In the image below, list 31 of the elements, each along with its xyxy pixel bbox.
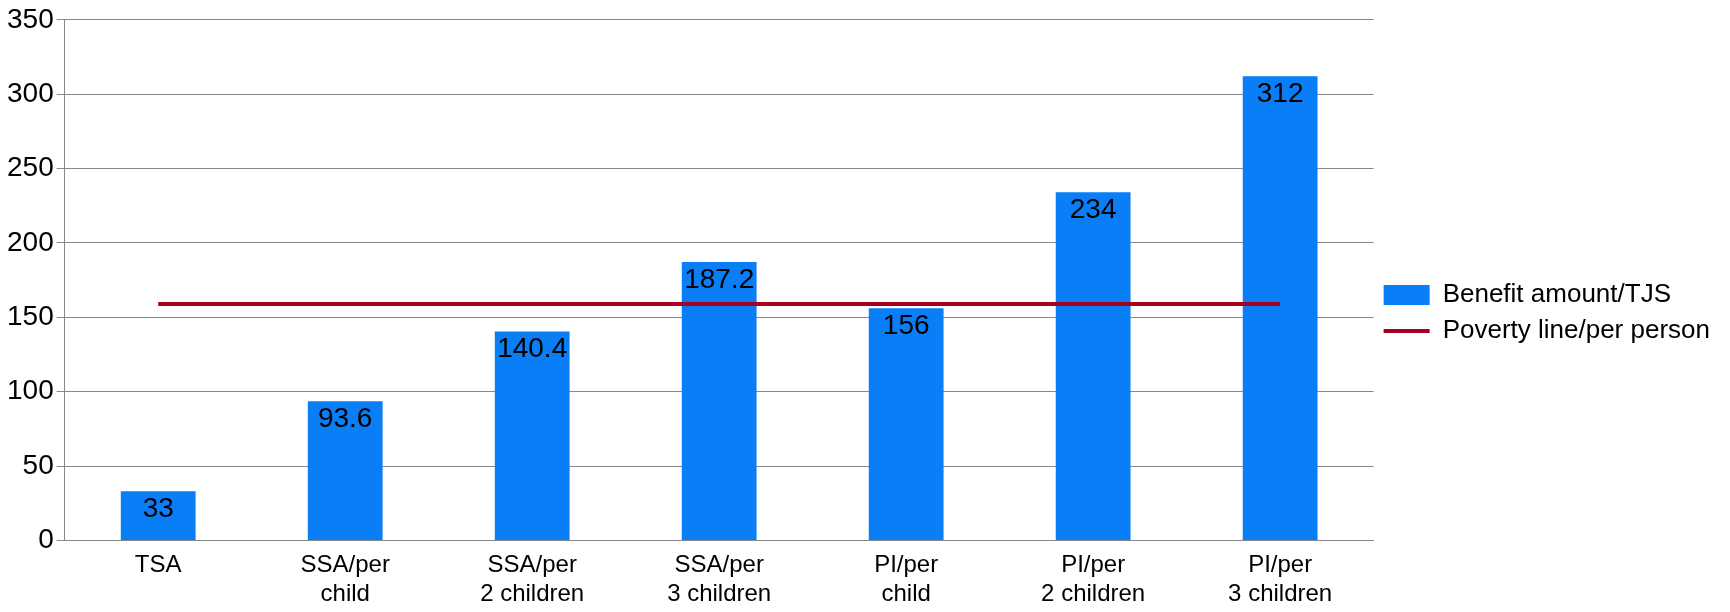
data-label: 156: [882, 309, 930, 341]
x-tick-label: SSA/per 3 children: [667, 550, 772, 607]
y-tick-label: 0: [38, 523, 54, 555]
y-tick-label: 100: [7, 374, 54, 406]
x-tick-label: SSA/per 2 children: [480, 550, 585, 607]
legend-label: Benefit amount/TJS: [1442, 278, 1671, 309]
bar: [868, 308, 944, 540]
y-tick-label: 250: [7, 151, 54, 183]
y-tick-label: 150: [7, 300, 54, 331]
bar: [1242, 76, 1318, 540]
data-label: 140.4: [497, 332, 568, 364]
x-tick-label: SSA/per child: [300, 550, 390, 607]
data-label: 312: [1256, 77, 1304, 109]
data-label: 187.2: [684, 262, 755, 294]
bar: [681, 261, 757, 540]
data-label: 93.6: [317, 401, 373, 433]
legend-label: Poverty line/per person: [1442, 314, 1711, 345]
y-tick-label: 350: [7, 2, 54, 34]
bar: [1055, 192, 1131, 540]
bar: [494, 331, 570, 540]
y-tick-label: 200: [7, 225, 54, 257]
x-tick-label: PI/per 3 children: [1228, 550, 1333, 607]
x-tick-label: TSA: [134, 550, 182, 578]
x-tick-label: PI/per child: [874, 550, 939, 607]
x-tick-label: PI/per 2 children: [1041, 550, 1146, 607]
bar: [120, 491, 196, 540]
y-tick-label: 300: [7, 76, 54, 108]
data-label: 234: [1069, 193, 1117, 225]
bar: [307, 401, 383, 540]
data-label: 33: [142, 492, 174, 524]
y-tick-label: 50: [22, 448, 54, 480]
